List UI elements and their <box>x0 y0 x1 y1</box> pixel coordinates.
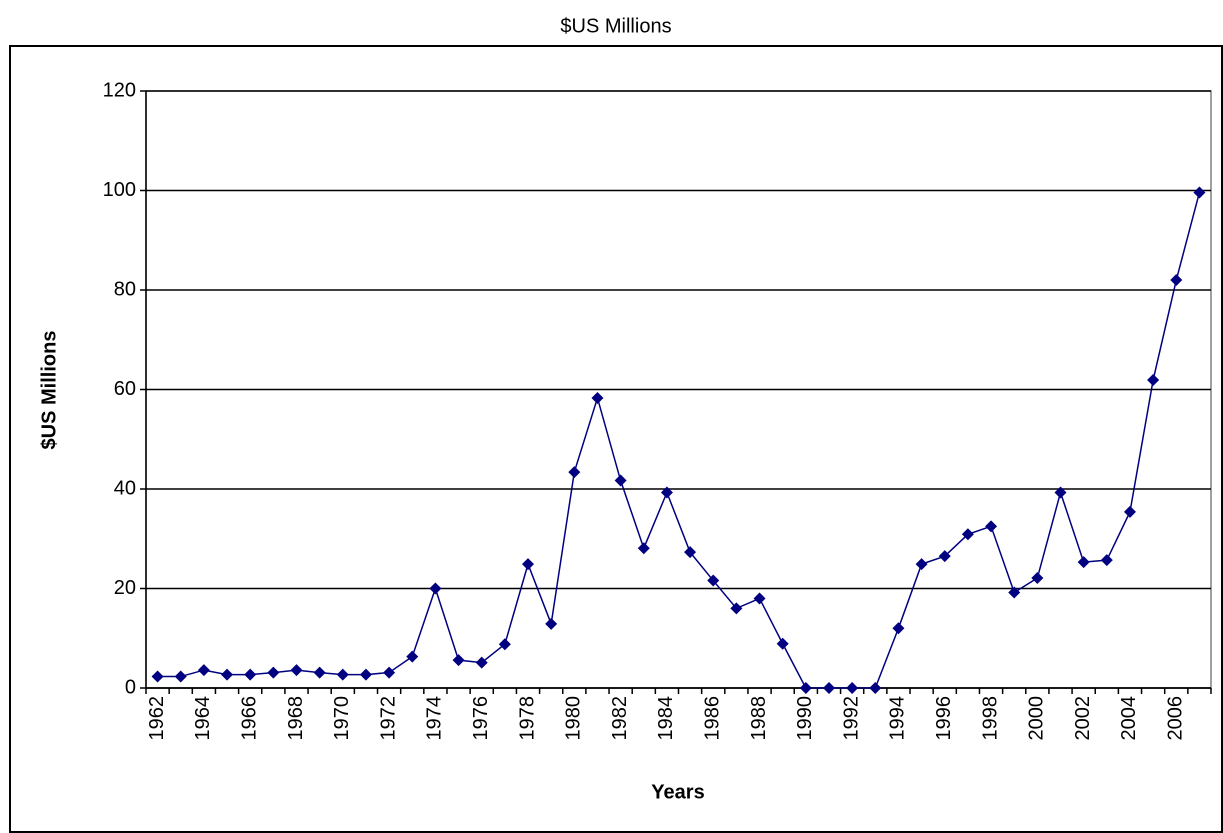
x-tick-label: 1968 <box>285 696 307 741</box>
marker <box>637 542 650 555</box>
x-tick-label: 2006 <box>1165 696 1187 741</box>
x-tick-label: 2002 <box>1072 696 1094 741</box>
x-tick-label: 1976 <box>470 696 492 741</box>
marker <box>221 668 234 681</box>
chart-border <box>9 45 1223 833</box>
marker <box>1008 586 1021 599</box>
marker <box>776 637 789 650</box>
marker <box>174 670 187 683</box>
marker <box>799 682 812 694</box>
marker <box>452 654 465 667</box>
marker <box>429 582 442 595</box>
x-tick-label: 1962 <box>146 696 168 741</box>
y-axis-label: $US Millions <box>38 331 60 450</box>
marker <box>1100 554 1113 567</box>
marker <box>753 592 766 605</box>
marker <box>383 666 396 679</box>
y-tick-label: 80 <box>114 278 136 300</box>
marker <box>1123 505 1136 518</box>
x-tick-label: 1980 <box>563 696 585 741</box>
marker <box>938 550 951 563</box>
marker <box>1077 556 1090 569</box>
x-tick-label: 1982 <box>609 696 631 741</box>
marker <box>684 546 697 559</box>
marker <box>244 668 257 681</box>
marker <box>498 638 511 651</box>
x-tick-label: 1966 <box>238 696 260 741</box>
marker <box>151 670 164 683</box>
marker <box>336 668 349 681</box>
x-tick-label: 1984 <box>655 696 677 741</box>
marker <box>869 682 882 694</box>
chart-title: $US Millions <box>560 15 671 37</box>
marker <box>1147 374 1160 387</box>
marker <box>1054 486 1067 499</box>
x-tick-label: 1990 <box>794 696 816 741</box>
marker <box>290 664 303 677</box>
x-tick-label: 1974 <box>424 696 446 741</box>
x-tick-label: 1978 <box>516 696 538 741</box>
marker <box>985 520 998 533</box>
y-tick-label: 40 <box>114 477 136 499</box>
line <box>157 192 1201 689</box>
y-tick-label: 120 <box>103 79 136 101</box>
marker <box>568 466 581 479</box>
x-tick-label: 1970 <box>331 696 353 741</box>
x-axis-label: Years <box>651 781 704 803</box>
marker <box>822 682 835 694</box>
y-tick-label: 20 <box>114 577 136 599</box>
marker <box>1170 274 1183 287</box>
marker <box>961 528 974 541</box>
marker <box>359 668 372 681</box>
marker <box>846 682 859 694</box>
marker <box>475 656 488 669</box>
x-tick-label: 1994 <box>887 696 909 741</box>
marker <box>522 558 535 571</box>
marker <box>660 486 673 499</box>
marker <box>591 391 604 404</box>
marker <box>267 666 280 679</box>
marker <box>406 650 419 663</box>
x-tick-label: 1996 <box>933 696 955 741</box>
x-tick-label: 1992 <box>840 696 862 741</box>
x-tick-label: 1998 <box>979 696 1001 741</box>
marker <box>614 474 627 487</box>
marker <box>1031 572 1044 585</box>
marker <box>730 602 743 615</box>
marker <box>892 622 905 635</box>
marker <box>915 558 928 571</box>
marker <box>197 664 210 677</box>
marker <box>1193 186 1206 199</box>
y-tick-label: 60 <box>114 378 136 400</box>
y-tick-label: 0 <box>125 676 136 698</box>
x-tick-label: 2004 <box>1118 696 1140 741</box>
x-tick-label: 1986 <box>702 696 724 741</box>
marker <box>313 666 326 679</box>
x-tick-label: 2000 <box>1026 696 1048 741</box>
x-tick-label: 1972 <box>377 696 399 741</box>
x-tick-label: 1964 <box>192 696 214 741</box>
x-tick-label: 1988 <box>748 696 770 741</box>
marker <box>545 617 558 630</box>
marker <box>707 574 720 587</box>
y-tick-label: 100 <box>103 179 136 201</box>
